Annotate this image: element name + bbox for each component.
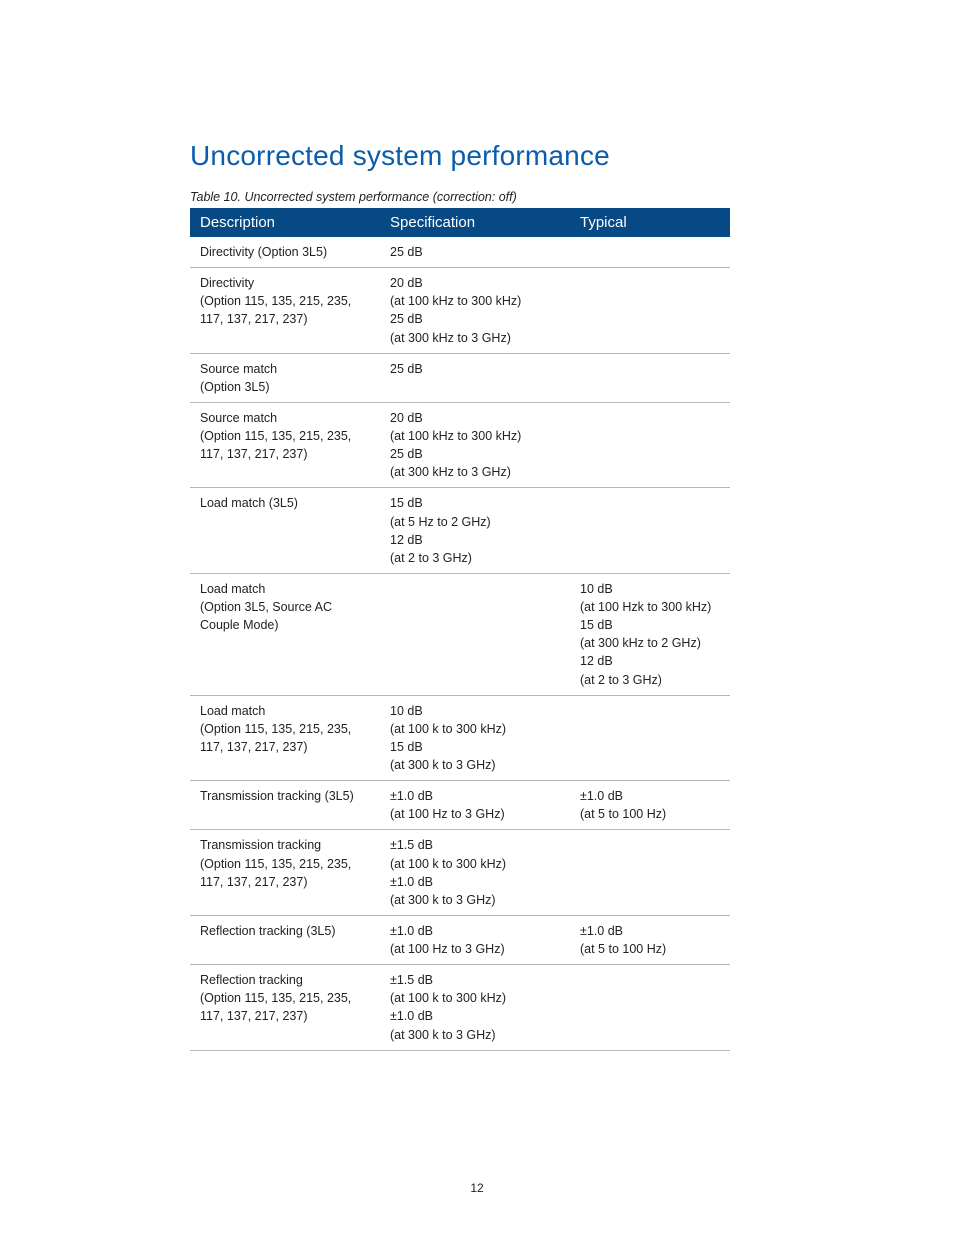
col-specification: Specification — [380, 208, 570, 237]
cell-description: Source match(Option 115, 135, 215, 235,1… — [190, 402, 380, 488]
table-row: Reflection tracking (3L5)±1.0 dB(at 100 … — [190, 915, 730, 964]
cell-specification: 20 dB(at 100 kHz to 300 kHz)25 dB(at 300… — [380, 268, 570, 354]
cell-description: Load match(Option 3L5, Source ACCouple M… — [190, 573, 380, 695]
section-title: Uncorrected system performance — [190, 140, 730, 172]
cell-specification — [380, 573, 570, 695]
cell-typical — [570, 237, 730, 268]
table-header-row: Description Specification Typical — [190, 208, 730, 237]
cell-description: Transmission tracking (3L5) — [190, 781, 380, 830]
cell-description: Transmission tracking(Option 115, 135, 2… — [190, 830, 380, 916]
cell-specification: ±1.0 dB(at 100 Hz to 3 GHz) — [380, 781, 570, 830]
table-caption: Table 10. Uncorrected system performance… — [190, 190, 730, 204]
cell-typical: ±1.0 dB(at 5 to 100 Hz) — [570, 781, 730, 830]
cell-description: Load match (3L5) — [190, 488, 380, 574]
table-row: Source match(Option 115, 135, 215, 235,1… — [190, 402, 730, 488]
cell-specification: ±1.5 dB(at 100 k to 300 kHz)±1.0 dB(at 3… — [380, 965, 570, 1051]
cell-description: Directivity(Option 115, 135, 215, 235,11… — [190, 268, 380, 354]
cell-typical — [570, 353, 730, 402]
cell-specification: ±1.5 dB(at 100 k to 300 kHz)±1.0 dB(at 3… — [380, 830, 570, 916]
cell-description: Source match(Option 3L5) — [190, 353, 380, 402]
page-number: 12 — [0, 1181, 954, 1195]
cell-typical — [570, 488, 730, 574]
cell-typical: 10 dB(at 100 Hzk to 300 kHz)15 dB(at 300… — [570, 573, 730, 695]
table-row: Load match(Option 115, 135, 215, 235,117… — [190, 695, 730, 781]
spec-table: Description Specification Typical Direct… — [190, 208, 730, 1051]
cell-specification: 25 dB — [380, 237, 570, 268]
table-row: Source match(Option 3L5)25 dB — [190, 353, 730, 402]
table-row: Directivity(Option 115, 135, 215, 235,11… — [190, 268, 730, 354]
table-row: Load match (3L5)15 dB(at 5 Hz to 2 GHz)1… — [190, 488, 730, 574]
cell-specification: 25 dB — [380, 353, 570, 402]
cell-typical: ±1.0 dB(at 5 to 100 Hz) — [570, 915, 730, 964]
cell-specification: 15 dB(at 5 Hz to 2 GHz)12 dB(at 2 to 3 G… — [380, 488, 570, 574]
table-row: Transmission tracking (3L5)±1.0 dB(at 10… — [190, 781, 730, 830]
col-typical: Typical — [570, 208, 730, 237]
table-row: Reflection tracking(Option 115, 135, 215… — [190, 965, 730, 1051]
table-row: Load match(Option 3L5, Source ACCouple M… — [190, 573, 730, 695]
cell-specification: ±1.0 dB(at 100 Hz to 3 GHz) — [380, 915, 570, 964]
col-description: Description — [190, 208, 380, 237]
cell-typical — [570, 402, 730, 488]
cell-typical — [570, 268, 730, 354]
cell-typical — [570, 965, 730, 1051]
cell-typical — [570, 695, 730, 781]
cell-description: Reflection tracking (3L5) — [190, 915, 380, 964]
cell-specification: 20 dB(at 100 kHz to 300 kHz)25 dB(at 300… — [380, 402, 570, 488]
cell-specification: 10 dB(at 100 k to 300 kHz)15 dB(at 300 k… — [380, 695, 570, 781]
cell-typical — [570, 830, 730, 916]
table-row: Transmission tracking(Option 115, 135, 2… — [190, 830, 730, 916]
cell-description: Reflection tracking(Option 115, 135, 215… — [190, 965, 380, 1051]
cell-description: Load match(Option 115, 135, 215, 235,117… — [190, 695, 380, 781]
cell-description: Directivity (Option 3L5) — [190, 237, 380, 268]
table-row: Directivity (Option 3L5)25 dB — [190, 237, 730, 268]
